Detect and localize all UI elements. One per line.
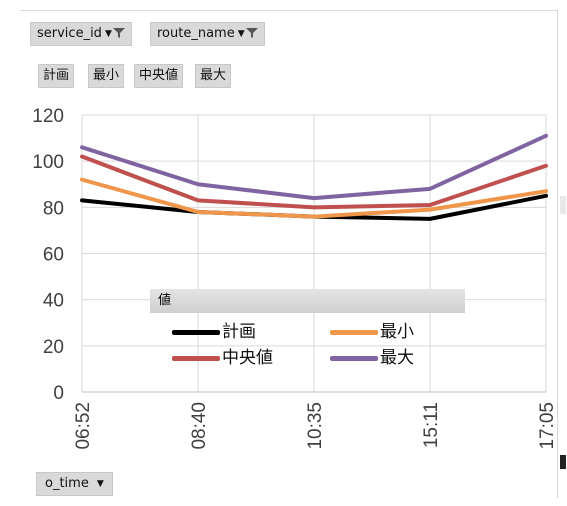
x-tick-label: 08:40 <box>189 402 210 450</box>
x-tick-label: 15:11 <box>421 402 442 448</box>
y-tick-label: 80 <box>43 198 64 219</box>
legend-swatch <box>172 330 220 335</box>
chevron-down-icon: ▼ <box>96 479 104 489</box>
legend: 値 計画 最小 中央値 最大 <box>150 289 465 381</box>
axis-field-button[interactable]: o_time ▼ <box>36 472 113 496</box>
y-tick-label: 120 <box>32 106 64 127</box>
filter-label-service-id: service_id <box>37 26 102 41</box>
value-field-plan[interactable]: 計画 <box>38 64 75 88</box>
filter-icon <box>112 25 125 47</box>
filter-label-route-name: route_name <box>157 26 235 41</box>
legend-title: 値 <box>150 289 465 313</box>
scroll-handle[interactable] <box>560 196 566 214</box>
series-line-2 <box>80 177 548 219</box>
chart-border <box>20 10 558 498</box>
value-field-max[interactable]: 最大 <box>195 64 232 88</box>
legend-label: 中央値 <box>222 348 273 368</box>
resize-handle[interactable] <box>560 455 566 469</box>
legend-label: 最大 <box>380 348 414 368</box>
filter-icon <box>245 25 258 47</box>
legend-swatch <box>330 356 378 361</box>
legend-label: 最小 <box>380 322 414 342</box>
filter-button-route-name[interactable]: route_name ▼ <box>150 22 265 46</box>
y-tick-label: 60 <box>43 245 64 266</box>
series-line-3 <box>80 154 548 210</box>
legend-swatch <box>330 330 378 335</box>
chevron-down-icon: ▼ <box>104 29 112 39</box>
value-field-median[interactable]: 中央値 <box>134 64 184 88</box>
y-tick-label: 0 <box>53 383 64 404</box>
legend-swatch <box>172 356 220 361</box>
axis-field-label: o_time <box>45 476 89 491</box>
y-tick-label: 100 <box>32 152 64 173</box>
series-line-4 <box>80 133 548 201</box>
chevron-down-icon: ▼ <box>237 29 245 39</box>
value-field-min[interactable]: 最小 <box>88 64 125 88</box>
y-tick-label: 20 <box>43 337 64 358</box>
y-tick-label: 40 <box>43 291 64 312</box>
x-tick-label: 17:05 <box>537 402 558 450</box>
legend-label: 計画 <box>222 322 256 342</box>
filter-button-service-id[interactable]: service_id ▼ <box>30 22 132 46</box>
x-tick-label: 06:52 <box>73 402 94 450</box>
x-tick-label: 10:35 <box>305 402 326 450</box>
